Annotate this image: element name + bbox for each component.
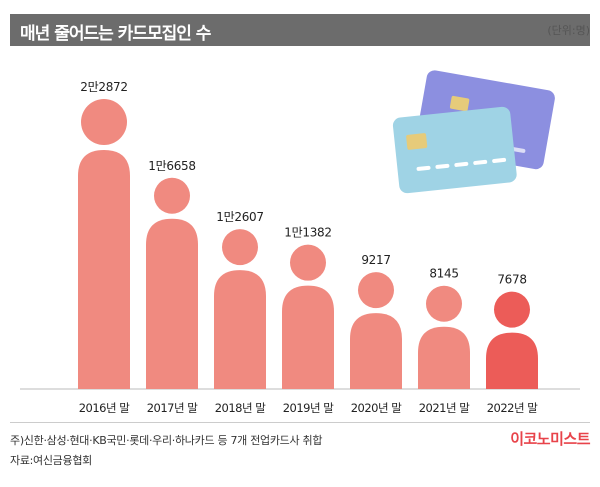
figure-body bbox=[486, 332, 538, 389]
figure-body bbox=[78, 150, 130, 389]
value-label: 8145 bbox=[429, 267, 458, 281]
figure-body bbox=[146, 218, 198, 389]
bar-figure-3: 1만2607 2018년 말 bbox=[214, 210, 267, 415]
figure-body bbox=[418, 326, 470, 389]
value-label: 2만2872 bbox=[80, 80, 127, 94]
bar-figure-5: 9217 2020년 말 bbox=[350, 253, 403, 415]
x-tick-label: 2017년 말 bbox=[147, 401, 199, 415]
figure-head bbox=[494, 291, 530, 328]
brand-logo: 이코노미스트 bbox=[510, 430, 590, 448]
bar-figure-1: 2만2872 2016년 말 bbox=[78, 80, 131, 415]
value-label: 7678 bbox=[497, 273, 526, 287]
x-tick-label: 2021년 말 bbox=[419, 401, 471, 415]
value-label: 9217 bbox=[361, 253, 390, 267]
source-note: 자료:여신금융협회 bbox=[10, 454, 92, 467]
value-label: 1만2607 bbox=[216, 210, 263, 224]
bar-figure-4: 1만1382 2019년 말 bbox=[282, 226, 335, 415]
bar-figure-7: 7678 2022년 말 bbox=[486, 273, 539, 415]
value-label: 1만6658 bbox=[148, 159, 195, 173]
value-label: 1만1382 bbox=[284, 226, 331, 240]
x-tick-label: 2020년 말 bbox=[351, 401, 403, 415]
title-bar: 매년 줄어드는 카드모집인 수 bbox=[10, 14, 590, 46]
figure-head bbox=[426, 285, 462, 322]
x-tick-label: 2019년 말 bbox=[283, 401, 335, 415]
bar-figure-6: 8145 2021년 말 bbox=[418, 267, 471, 415]
figure-head bbox=[290, 244, 326, 281]
bar-figure-2: 1만6658 2017년 말 bbox=[146, 159, 199, 415]
x-tick-label: 2022년 말 bbox=[487, 401, 539, 415]
footnote: 주)신한·삼성·현대·KB국민·롯데·우리·하나카드 등 7개 전업카드사 취합 bbox=[10, 434, 323, 447]
figure-head bbox=[222, 229, 258, 266]
figure-body bbox=[350, 313, 402, 389]
figure-head bbox=[154, 177, 190, 214]
x-tick-label: 2018년 말 bbox=[215, 401, 267, 415]
front-card-icon bbox=[392, 106, 517, 194]
figure-head bbox=[81, 99, 127, 145]
footer-divider bbox=[10, 422, 590, 423]
figure-body bbox=[214, 270, 266, 389]
figure-body bbox=[282, 285, 334, 389]
x-tick-label: 2016년 말 bbox=[79, 401, 131, 415]
chart-title: 매년 줄어드는 카드모집인 수 bbox=[20, 24, 211, 44]
credit-cards-illustration bbox=[392, 70, 555, 194]
unit-label: (단위:명) bbox=[547, 24, 590, 37]
figure-head bbox=[358, 272, 394, 309]
